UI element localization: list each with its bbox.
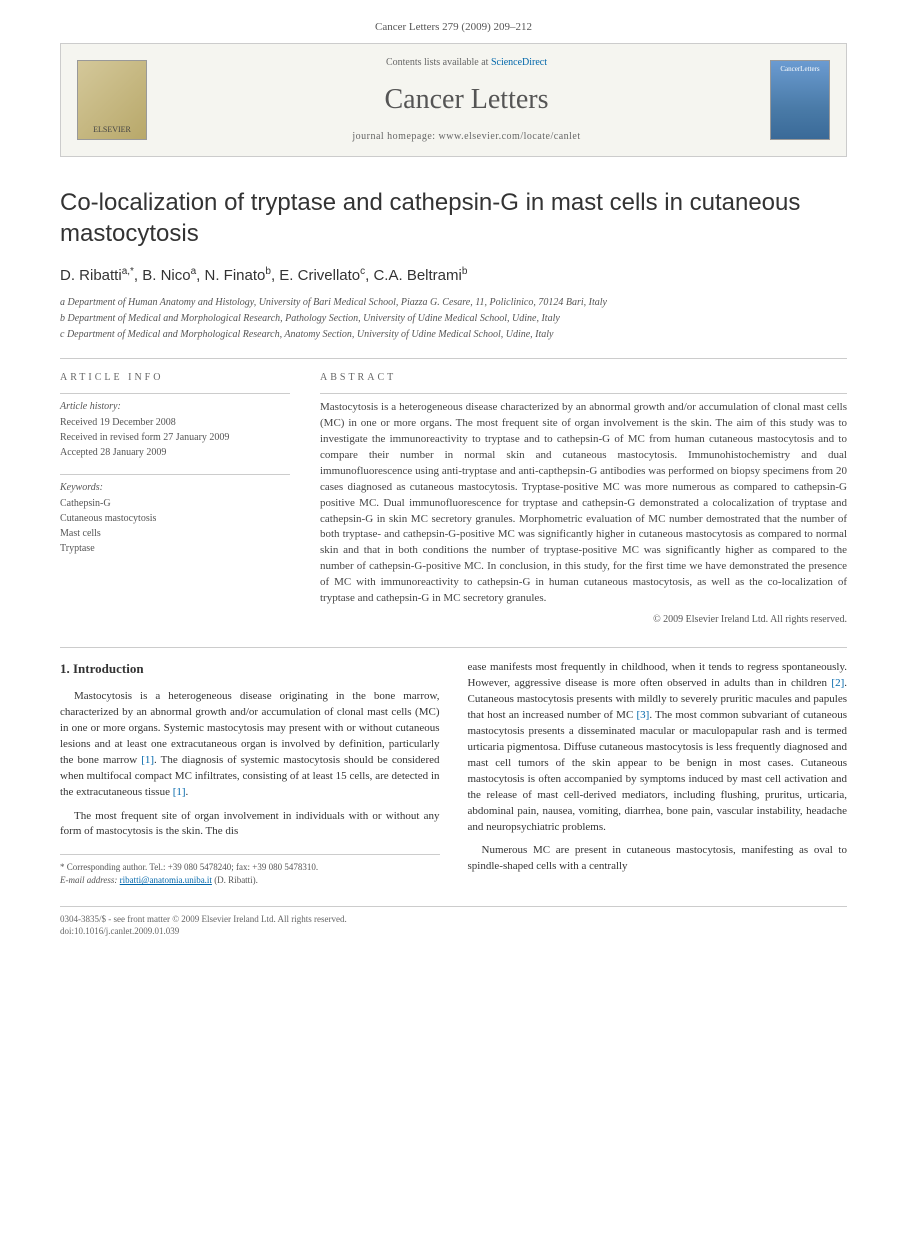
ref-link[interactable]: [2]: [831, 677, 844, 689]
author-list: D. Ribattia,*, B. Nicoa, N. Finatob, E. …: [60, 265, 847, 286]
citation-text: Cancer Letters 279 (2009) 209–212: [375, 21, 532, 33]
keyword: Mast cells: [60, 527, 290, 541]
article-title: Co-localization of tryptase and cathepsi…: [60, 187, 847, 249]
divider: [60, 358, 847, 359]
affiliation-a: a Department of Human Anatomy and Histol…: [60, 296, 847, 310]
accepted-date: Accepted 28 January 2009: [60, 446, 290, 460]
divider: [60, 647, 847, 648]
keywords-block: Keywords: Cathepsin-G Cutaneous mastocyt…: [60, 474, 290, 556]
info-abstract-row: ARTICLE INFO Article history: Received 1…: [60, 371, 847, 627]
ref-link[interactable]: [1]: [141, 754, 154, 766]
keyword: Cathepsin-G: [60, 497, 290, 511]
sciencedirect-link[interactable]: ScienceDirect: [491, 57, 547, 68]
body-columns: 1. Introduction Mastocytosis is a hetero…: [60, 660, 847, 887]
section-heading: 1. Introduction: [60, 660, 440, 679]
article-info-heading: ARTICLE INFO: [60, 371, 290, 385]
ref-link[interactable]: [1]: [173, 786, 186, 798]
body-paragraph: The most frequent site of organ involvem…: [60, 809, 440, 841]
email-link[interactable]: ribatti@anatomia.uniba.it: [120, 875, 212, 885]
body-paragraph: Mastocytosis is a heterogeneous disease …: [60, 689, 440, 801]
keywords-label: Keywords:: [60, 481, 290, 495]
body-paragraph: ease manifests most frequently in childh…: [468, 660, 848, 835]
affiliation-b: b Department of Medical and Morphologica…: [60, 312, 847, 326]
contents-line: Contents lists available at ScienceDirec…: [163, 56, 770, 70]
abstract-column: ABSTRACT Mastocytosis is a heterogeneous…: [320, 371, 847, 627]
corresponding-author-note: * Corresponding author. Tel.: +39 080 54…: [60, 854, 440, 887]
abstract-copyright: © 2009 Elsevier Ireland Ltd. All rights …: [320, 613, 847, 627]
keyword: Tryptase: [60, 542, 290, 556]
ref-link[interactable]: [3]: [636, 709, 649, 721]
journal-name: Cancer Letters: [163, 80, 770, 119]
revised-date: Received in revised form 27 January 2009: [60, 431, 290, 445]
elsevier-logo: ELSEVIER: [77, 60, 147, 140]
right-column: ease manifests most frequently in childh…: [468, 660, 848, 887]
page-footer: 0304-3835/$ - see front matter © 2009 El…: [60, 906, 847, 938]
left-column: 1. Introduction Mastocytosis is a hetero…: [60, 660, 440, 887]
article-history: Article history: Received 19 December 20…: [60, 393, 290, 460]
keyword: Cutaneous mastocytosis: [60, 512, 290, 526]
banner-center: Contents lists available at ScienceDirec…: [163, 56, 770, 143]
running-header: Cancer Letters 279 (2009) 209–212: [0, 0, 907, 43]
body-paragraph: Numerous MC are present in cutaneous mas…: [468, 843, 848, 875]
journal-banner: ELSEVIER Contents lists available at Sci…: [60, 43, 847, 156]
footer-doi: doi:10.1016/j.canlet.2009.01.039: [60, 925, 847, 938]
affiliations: a Department of Human Anatomy and Histol…: [60, 296, 847, 342]
journal-cover-thumb: CancerLetters: [770, 60, 830, 140]
article-info: ARTICLE INFO Article history: Received 1…: [60, 371, 290, 627]
history-label: Article history:: [60, 400, 290, 414]
abstract-text: Mastocytosis is a heterogeneous disease …: [320, 393, 847, 607]
abstract-heading: ABSTRACT: [320, 371, 847, 385]
journal-homepage: journal homepage: www.elsevier.com/locat…: [163, 130, 770, 144]
footer-copyright: 0304-3835/$ - see front matter © 2009 El…: [60, 913, 847, 926]
received-date: Received 19 December 2008: [60, 416, 290, 430]
affiliation-c: c Department of Medical and Morphologica…: [60, 328, 847, 342]
